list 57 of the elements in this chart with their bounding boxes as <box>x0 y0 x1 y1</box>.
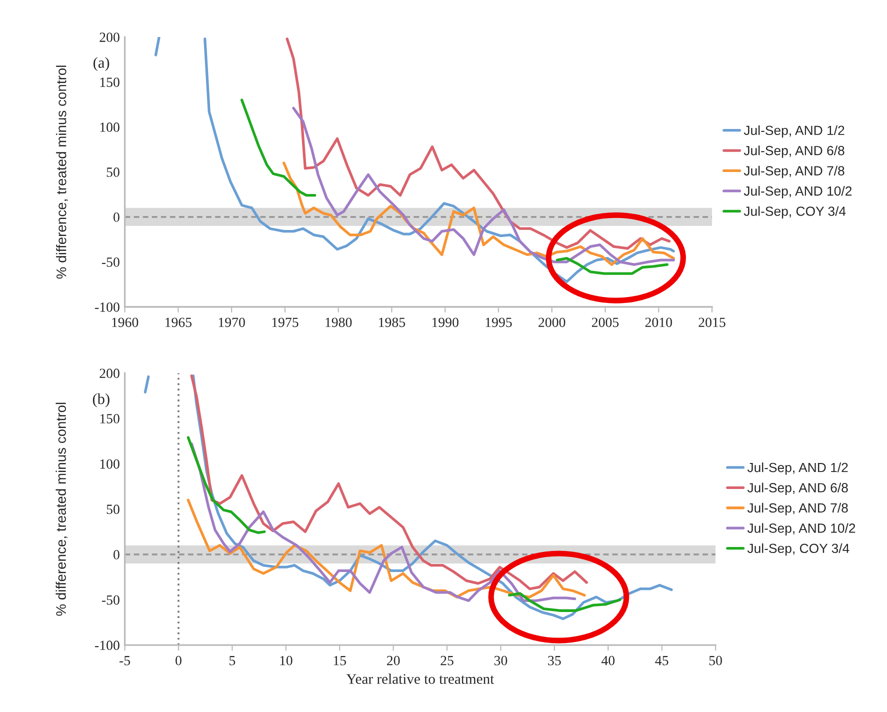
x-tick-label: 30 <box>494 656 508 666</box>
legend-label: Jul-Sep, COY 3/4 <box>744 206 846 219</box>
x-tick-label: 40 <box>601 656 615 666</box>
y-tick-label: 100 <box>100 459 120 469</box>
y-tick-label: 0 <box>114 212 120 222</box>
legend-label: Jul-Sep, AND 1/2 <box>744 125 844 138</box>
x-tick-label: 50 <box>709 656 722 666</box>
x-tick-label: 1960 <box>112 318 138 328</box>
y-tick-label: -100 <box>95 302 120 312</box>
x-tick-label: 25 <box>440 656 454 666</box>
y-tick-label: 200 <box>100 368 120 378</box>
y-tick-label: 150 <box>100 78 120 87</box>
y-tick-label: -50 <box>102 595 120 605</box>
y-tick-label: -100 <box>95 640 120 650</box>
x-tick-label: 1995 <box>486 318 512 328</box>
x-tick-label: 0 <box>176 656 182 666</box>
x-tick-label: 2005 <box>592 318 619 328</box>
legend-label: Jul-Sep, AND 10/2 <box>747 523 856 536</box>
x-tick-label: 45 <box>655 656 668 666</box>
y-axis-title: % difference, treated minus control <box>56 402 68 616</box>
x-tick-label: 5 <box>230 656 236 666</box>
legend-label: Jul-Sep, AND 10/2 <box>744 186 852 198</box>
legend-label: Jul-Sep, AND 6/8 <box>744 146 844 158</box>
legend-label: Jul-Sep, AND 7/8 <box>747 502 848 516</box>
x-tick-label: 2000 <box>538 318 566 328</box>
x-tick-label: 20 <box>386 656 400 666</box>
line-series <box>292 106 675 266</box>
y-tick-label: 0 <box>114 550 120 560</box>
y-axis-title: % difference, treated minus control <box>56 66 68 279</box>
line-series <box>286 38 671 250</box>
line-series <box>190 442 576 602</box>
y-tick-label: 150 <box>100 414 120 424</box>
x-tick-label: 2015 <box>698 318 726 328</box>
text: (a) <box>94 57 110 71</box>
x-tick-label: 1990 <box>432 318 458 328</box>
x-tick-label: 1980 <box>326 318 352 328</box>
legend-label: Jul-Sep, AND 6/8 <box>747 482 848 496</box>
x-tick-label: 1970 <box>218 318 245 328</box>
y-tick-label: 100 <box>100 122 120 132</box>
x-tick-label: -5 <box>120 656 130 666</box>
y-tick-label: 200 <box>100 32 120 42</box>
legend-label: Jul-Sep, COY 3/4 <box>747 543 850 556</box>
x-tick-label: 15 <box>334 656 346 666</box>
legend-label: Jul-Sep, AND 1/2 <box>747 462 848 475</box>
legend-label: Jul-Sep, AND 7/8 <box>744 166 844 178</box>
x-tick-label: 35 <box>548 656 561 666</box>
y-tick-label: 50 <box>106 504 120 514</box>
x-tick-label: 1975 <box>272 318 298 328</box>
x-tick-label: 1985 <box>379 318 406 328</box>
x-tick-label: 1965 <box>166 318 192 328</box>
y-tick-label: -50 <box>102 257 120 267</box>
text: (b) <box>92 393 110 408</box>
x-tick-label: 10 <box>280 656 292 666</box>
line-series <box>190 374 588 590</box>
x-axis-title: Year relative to treatment <box>346 674 494 684</box>
x-tick-label: 2010 <box>645 318 672 328</box>
y-tick-label: 50 <box>106 168 120 177</box>
